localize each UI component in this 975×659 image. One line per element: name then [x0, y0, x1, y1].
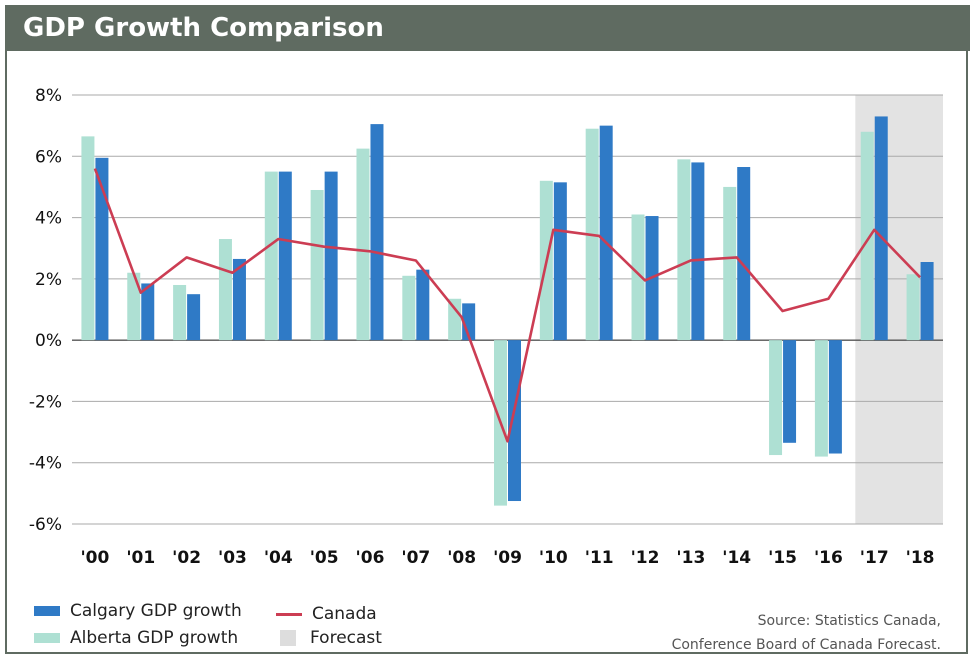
- x-tick-label: '17: [860, 548, 889, 568]
- calgary-bar: [691, 162, 705, 341]
- calgary-bar: [828, 340, 842, 454]
- legend-label-forecast: Forecast: [310, 628, 382, 648]
- legend-item-calgary: Calgary GDP growth: [34, 601, 242, 621]
- source-note: Source: Statistics Canada, Conference Bo…: [672, 609, 941, 657]
- legend-swatch-alberta: [34, 633, 60, 643]
- alberta-bar: [677, 159, 691, 341]
- title-bar: GDP Growth Comparison: [5, 5, 970, 51]
- x-tick-label: '14: [722, 548, 751, 568]
- alberta-bar: [906, 274, 920, 341]
- alberta-bar: [769, 340, 783, 456]
- x-tick-label: '04: [264, 548, 293, 568]
- calgary-bar: [95, 157, 109, 341]
- x-tick-label: '03: [218, 548, 247, 568]
- calgary-bar: [553, 182, 567, 341]
- x-tick-label: '15: [768, 548, 797, 568]
- calgary-bar: [920, 262, 934, 341]
- alberta-bar: [860, 131, 874, 341]
- y-tick-label: 0%: [35, 331, 62, 351]
- legend-label-alberta: Alberta GDP growth: [70, 628, 239, 648]
- legend-label-canada: Canada: [312, 604, 377, 624]
- x-tick-label: '11: [585, 548, 614, 568]
- alberta-bar: [448, 298, 462, 341]
- x-tick-label: '00: [80, 548, 109, 568]
- legend-item-alberta: Alberta GDP growth: [34, 628, 238, 648]
- y-tick-label: 2%: [35, 270, 62, 290]
- x-tick-label: '09: [493, 548, 522, 568]
- calgary-bar: [324, 171, 338, 341]
- legend-item-canada: Canada: [276, 604, 377, 624]
- source-line-1: Source: Statistics Canada,: [757, 613, 941, 629]
- legend-swatch-calgary: [34, 606, 60, 616]
- alberta-bar: [814, 340, 828, 457]
- calgary-bar: [278, 171, 292, 341]
- calgary-bar: [508, 340, 521, 502]
- legend-item-forecast: Forecast: [276, 628, 382, 648]
- x-tick-label: '02: [172, 548, 201, 568]
- canada-line: [93, 168, 922, 443]
- calgary-bar: [599, 125, 613, 341]
- source-line-2: Conference Board of Canada Forecast.: [671, 637, 941, 653]
- x-tick-label: '01: [126, 548, 155, 568]
- y-tick-label: 4%: [35, 209, 62, 229]
- calgary-bar: [416, 269, 430, 341]
- x-tick-label: '06: [356, 548, 385, 568]
- x-tick-label: '12: [631, 548, 660, 568]
- x-tick-label: '07: [401, 548, 430, 568]
- x-tick-label: '05: [310, 548, 339, 568]
- chart-frame: [5, 51, 968, 654]
- calgary-bar: [187, 294, 201, 341]
- x-tick-label: '10: [539, 548, 568, 568]
- legend-label-calgary: Calgary GDP growth: [70, 601, 242, 621]
- alberta-bar: [402, 275, 416, 341]
- y-tick-label: 8%: [35, 86, 62, 106]
- alberta-bar: [631, 214, 645, 341]
- y-tick-label: -6%: [29, 515, 62, 535]
- calgary-bar: [370, 124, 384, 341]
- x-tick-label: '08: [447, 548, 476, 568]
- alberta-bar: [356, 148, 370, 341]
- calgary-bar: [232, 258, 246, 341]
- alberta-bar: [218, 239, 232, 341]
- legend-swatch-forecast: [280, 630, 296, 646]
- alberta-bar: [173, 284, 187, 341]
- alberta-bar: [264, 171, 278, 341]
- x-tick-label: '13: [676, 548, 705, 568]
- alberta-bar: [310, 189, 324, 341]
- y-tick-label: 6%: [35, 147, 62, 167]
- calgary-bar: [737, 167, 751, 341]
- alberta-bar: [723, 186, 737, 341]
- calgary-bar: [141, 283, 155, 341]
- x-tick-label: '16: [814, 548, 843, 568]
- calgary-bar: [874, 116, 888, 341]
- alberta-bar: [127, 272, 141, 341]
- y-tick-label: -4%: [29, 454, 62, 474]
- calgary-bar: [783, 340, 797, 443]
- y-tick-label: -2%: [29, 392, 62, 412]
- chart-title: GDP Growth Comparison: [23, 13, 384, 43]
- x-tick-label: '18: [906, 548, 935, 568]
- legend-swatch-canada: [276, 612, 302, 616]
- alberta-bar: [81, 136, 95, 341]
